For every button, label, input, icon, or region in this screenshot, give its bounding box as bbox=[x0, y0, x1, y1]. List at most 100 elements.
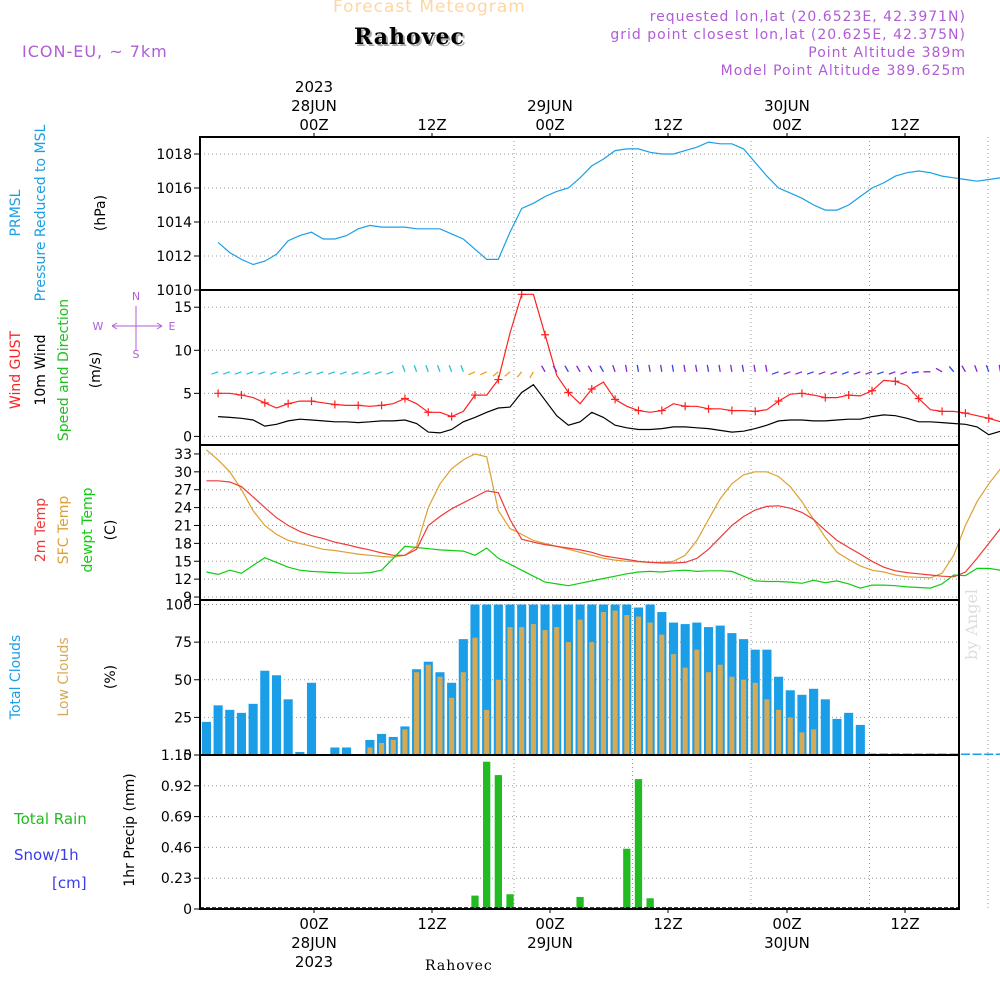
wind-direction-arrow bbox=[599, 365, 605, 373]
wind-direction-arrow bbox=[281, 371, 289, 375]
snow-unit-label: [cm] bbox=[52, 874, 87, 892]
wind-direction-arrow bbox=[304, 371, 312, 375]
gust-marker bbox=[727, 406, 736, 415]
total-clouds-bar bbox=[341, 747, 352, 755]
sfc-temp-line bbox=[206, 449, 1000, 579]
precip-unit-label: 1hr Precip (mm) bbox=[122, 773, 138, 886]
gust-marker bbox=[564, 388, 573, 397]
pressure-line bbox=[217, 141, 1000, 266]
point-altitude: Point Altitude 389m bbox=[808, 45, 966, 61]
wind-direction-arrow bbox=[853, 371, 861, 375]
y-tick-label: 0 bbox=[183, 902, 192, 918]
low-clouds-bar bbox=[612, 610, 618, 755]
wind-direction-arrow bbox=[612, 365, 616, 373]
wind-direction-arrow bbox=[730, 364, 733, 372]
pressure-axis-label-1: PRMSL bbox=[8, 189, 24, 236]
total-clouds-bar bbox=[972, 753, 982, 755]
wind-direction-arrow bbox=[436, 365, 441, 373]
gust-marker bbox=[470, 391, 479, 400]
total-clouds-bar bbox=[225, 709, 235, 755]
wind-direction-arrow bbox=[540, 365, 546, 373]
gust-marker bbox=[330, 400, 339, 409]
top-time-label: 28JUN bbox=[291, 97, 337, 115]
total-clouds-bar bbox=[797, 694, 807, 755]
total-clouds-bar bbox=[248, 703, 258, 755]
low-clouds-bar bbox=[589, 642, 595, 755]
wind-direction-arrow bbox=[246, 371, 254, 375]
wind-unit-label: (m/s) bbox=[88, 352, 104, 389]
low-clouds-bar bbox=[670, 654, 677, 755]
total-clouds-bar bbox=[213, 705, 223, 755]
gust-marker bbox=[541, 330, 550, 339]
gust-marker bbox=[868, 386, 877, 395]
low-clouds-bar bbox=[484, 709, 490, 755]
total-clouds-bar bbox=[330, 747, 340, 755]
station-title: Rahovec bbox=[354, 24, 465, 50]
bottom-time-label: 00Z bbox=[299, 915, 328, 933]
wind-direction-arrow bbox=[771, 371, 779, 375]
y-tick-label: 50 bbox=[174, 673, 192, 689]
y-tick-label: 75 bbox=[174, 635, 192, 651]
rain-bar bbox=[494, 775, 502, 909]
wind-direction-arrow bbox=[783, 371, 791, 375]
top-time-label: 29JUN bbox=[527, 97, 573, 115]
requested-location: requested lon,lat (20.6523E, 42.3971N) bbox=[649, 9, 966, 25]
low-clouds-bar bbox=[647, 622, 653, 755]
model-point-altitude: Model Point Altitude 389.625m bbox=[720, 63, 966, 79]
total-clouds-bar bbox=[832, 718, 842, 755]
wind-direction-arrow bbox=[316, 371, 324, 375]
total-clouds-bar bbox=[295, 751, 305, 755]
total-clouds-bar bbox=[809, 688, 819, 755]
credit-watermark: by Angel bbox=[962, 588, 981, 660]
wind-direction-arrow bbox=[401, 365, 406, 373]
y-tick-label: 0.92 bbox=[161, 779, 192, 795]
gust-marker bbox=[494, 375, 503, 384]
wind-direction-arrow bbox=[888, 371, 896, 375]
y-tick-label: 12 bbox=[174, 572, 192, 588]
gust-marker bbox=[938, 407, 947, 416]
gust-marker bbox=[704, 404, 713, 413]
gust-marker bbox=[587, 385, 596, 394]
wind-direction-arrow bbox=[795, 371, 803, 375]
top-time-label: 12Z bbox=[890, 116, 919, 134]
wind-direction-arrow bbox=[948, 366, 955, 373]
gust-marker bbox=[961, 409, 970, 418]
wind-direction-arrow bbox=[351, 371, 359, 375]
y-tick-label: 9 bbox=[183, 590, 192, 606]
total-clouds-bar bbox=[960, 753, 970, 755]
wind-direction-arrow bbox=[492, 371, 499, 377]
compass-rose bbox=[111, 306, 163, 350]
gust-marker bbox=[891, 377, 900, 386]
low-clouds-bar bbox=[402, 729, 408, 755]
y-tick-label: 0.46 bbox=[161, 840, 192, 856]
wind-direction-arrow bbox=[363, 371, 371, 375]
y-tick-label: 1012 bbox=[156, 249, 192, 265]
low-clouds-bar bbox=[776, 709, 782, 755]
low-clouds-bar bbox=[787, 717, 793, 755]
temp2m-axis-label: 2m Temp bbox=[33, 498, 49, 562]
y-tick-label: 1016 bbox=[156, 181, 192, 197]
total-clouds-bar bbox=[271, 675, 282, 755]
compass-s: S bbox=[133, 348, 140, 361]
total-clouds-bar bbox=[236, 712, 247, 755]
total-clouds-bar bbox=[482, 604, 492, 755]
wind-direction-arrow bbox=[516, 371, 523, 378]
wind-direction-arrow bbox=[480, 371, 487, 376]
compass-w: W bbox=[93, 320, 104, 333]
gust-marker bbox=[984, 414, 993, 423]
y-tick-label: 10 bbox=[174, 343, 192, 359]
wind-direction-arrow bbox=[374, 371, 382, 375]
wind-direction-arrow bbox=[865, 371, 873, 375]
low-clouds-bar bbox=[659, 634, 665, 755]
gust-marker bbox=[914, 394, 923, 403]
wind-direction-arrow bbox=[587, 365, 593, 373]
wind-direction-arrow bbox=[529, 371, 534, 379]
gust-marker bbox=[517, 290, 526, 299]
y-tick-label: 18 bbox=[174, 536, 192, 552]
precip-panel-frame bbox=[199, 754, 960, 910]
wind-direction-arrow bbox=[911, 371, 919, 374]
total-clouds-bar bbox=[984, 753, 994, 755]
total-clouds-bar bbox=[260, 670, 270, 755]
rain-bar bbox=[471, 895, 479, 909]
wind-direction-arrow bbox=[659, 364, 663, 372]
